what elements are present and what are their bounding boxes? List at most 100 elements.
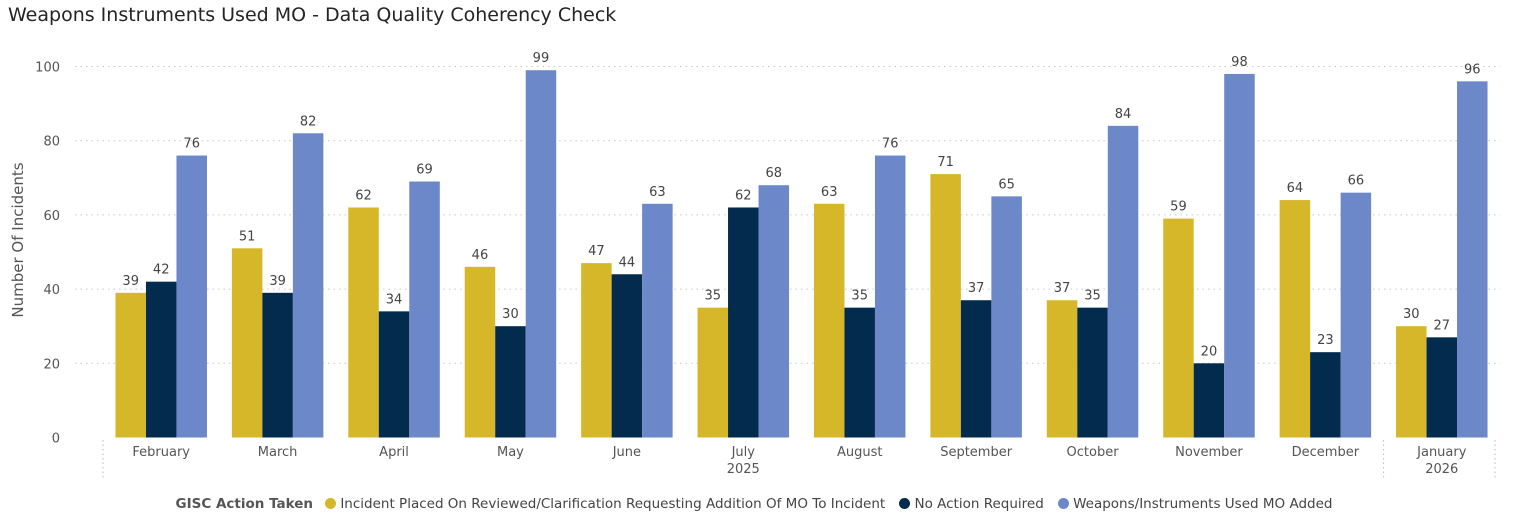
bar-march-series-1[interactable]: [262, 292, 293, 438]
data-label: 69: [416, 163, 433, 178]
bar-september-series-2[interactable]: [991, 196, 1022, 438]
bar-september-series-0[interactable]: [930, 174, 961, 438]
data-label: 65: [998, 177, 1015, 192]
y-tick-label: 0: [52, 432, 60, 447]
bar-november-series-1[interactable]: [1193, 363, 1225, 438]
data-label: 37: [1054, 281, 1071, 296]
bar-october-series-0[interactable]: [1046, 300, 1078, 438]
x-tick-label: September: [940, 445, 1013, 460]
x-tick-label: March: [258, 445, 298, 460]
bar-august-series-1[interactable]: [844, 307, 875, 438]
legend-item-no-action[interactable]: No Action Required: [899, 496, 1048, 512]
bar-february-series-1[interactable]: [145, 281, 177, 438]
bar-december-series-2[interactable]: [1340, 192, 1372, 438]
bars: [115, 70, 1488, 438]
data-label: 47: [588, 244, 605, 259]
bar-june-series-1[interactable]: [611, 274, 643, 438]
bar-december-series-0[interactable]: [1279, 200, 1311, 438]
bar-january-series-2[interactable]: [1457, 81, 1488, 438]
bar-august-series-2[interactable]: [874, 155, 906, 438]
data-label: 63: [649, 185, 666, 200]
data-label: 84: [1115, 107, 1132, 122]
data-label: 82: [300, 114, 317, 129]
bar-october-series-2[interactable]: [1107, 125, 1139, 438]
legend-item-mo-added[interactable]: Weapons/Instruments Used MO Added: [1058, 496, 1332, 512]
data-label: 64: [1287, 181, 1304, 196]
bar-august-series-0[interactable]: [813, 203, 845, 438]
x-tick-label: July: [731, 445, 756, 460]
data-label: 98: [1231, 55, 1248, 70]
bar-may-series-0[interactable]: [464, 266, 496, 438]
bar-december-series-1[interactable]: [1310, 352, 1341, 438]
x-tick-label: December: [1292, 445, 1360, 460]
data-label: 35: [851, 289, 868, 304]
x-tick-label: April: [379, 445, 409, 460]
bar-january-series-1[interactable]: [1426, 337, 1458, 438]
bar-january-series-0[interactable]: [1396, 326, 1427, 438]
data-label: 35: [1084, 289, 1101, 304]
legend-label: Incident Placed On Reviewed/Clarificatio…: [340, 496, 886, 512]
bar-april-series-1[interactable]: [378, 311, 410, 438]
data-label: 35: [705, 289, 722, 304]
x-tick-label: June: [612, 445, 641, 460]
bar-february-series-0[interactable]: [115, 292, 146, 438]
legend-dot-icon: [325, 498, 337, 509]
data-label: 30: [1403, 307, 1420, 322]
data-label: 34: [386, 292, 403, 307]
bar-july-series-0[interactable]: [697, 307, 729, 438]
bar-april-series-0[interactable]: [348, 207, 379, 438]
y-tick-label: 40: [43, 283, 60, 298]
chart-title: Weapons Instruments Used MO - Data Quali…: [8, 4, 617, 26]
legend: GISC Action Taken Incident Placed On Rev…: [0, 496, 1518, 512]
data-label: 99: [533, 51, 550, 66]
y-axis-ticks: 0 20 40 60 80 100: [35, 61, 60, 447]
x-tick-label: January: [1416, 445, 1467, 460]
bar-june-series-2[interactable]: [642, 203, 673, 438]
data-label: 63: [821, 185, 838, 200]
data-label: 66: [1348, 174, 1365, 189]
bar-march-series-0[interactable]: [231, 248, 263, 438]
legend-title: GISC Action Taken: [175, 496, 314, 512]
data-label: 39: [269, 274, 286, 289]
data-label: 46: [472, 248, 489, 263]
bar-june-series-0[interactable]: [581, 263, 612, 438]
data-label: 20: [1201, 344, 1218, 359]
bar-september-series-1[interactable]: [960, 300, 992, 438]
bar-march-series-2[interactable]: [292, 133, 324, 438]
data-labels: 39 42 76 51 39 82 62 34 69 46 30 99 47 44 63 35 62 68 63 35…: [122, 51, 1480, 359]
bar-november-series-0[interactable]: [1163, 218, 1194, 438]
data-label: 71: [937, 155, 954, 170]
x-tick-label: November: [1175, 445, 1243, 460]
y-tick-label: 60: [43, 209, 60, 224]
data-label: 23: [1317, 333, 1334, 348]
bar-july-series-2[interactable]: [758, 185, 790, 438]
legend-dot-icon: [1058, 498, 1070, 509]
y-tick-label: 80: [43, 135, 60, 150]
bar-november-series-2[interactable]: [1224, 73, 1255, 438]
data-label: 42: [153, 263, 170, 278]
bar-may-series-2[interactable]: [525, 70, 557, 438]
x-tick-label: August: [837, 445, 883, 460]
data-label: 62: [355, 188, 372, 203]
bar-february-series-2[interactable]: [176, 155, 207, 438]
data-label: 51: [239, 229, 256, 244]
data-label: 68: [766, 166, 783, 181]
data-label: 76: [882, 137, 899, 152]
x-axis: February March April May June July August Septe…: [102, 440, 1496, 480]
legend-label: No Action Required: [914, 496, 1044, 512]
x-tick-label: February: [132, 445, 190, 460]
x-tick-label: May: [497, 445, 524, 460]
data-label: 76: [183, 137, 200, 152]
bar-july-series-1[interactable]: [728, 207, 759, 438]
bar-may-series-1[interactable]: [495, 326, 526, 438]
data-label: 27: [1434, 318, 1451, 333]
data-label: 96: [1464, 62, 1481, 77]
legend-item-incident-placed[interactable]: Incident Placed On Reviewed/Clarificatio…: [325, 496, 889, 512]
x-year-label: 2026: [1425, 462, 1458, 477]
data-label: 39: [122, 274, 139, 289]
bar-october-series-1[interactable]: [1077, 307, 1108, 438]
y-tick-label: 20: [43, 357, 60, 372]
legend-dot-icon: [899, 498, 911, 509]
bar-april-series-2[interactable]: [409, 181, 440, 438]
y-axis-label: Number Of Incidents: [9, 162, 27, 317]
